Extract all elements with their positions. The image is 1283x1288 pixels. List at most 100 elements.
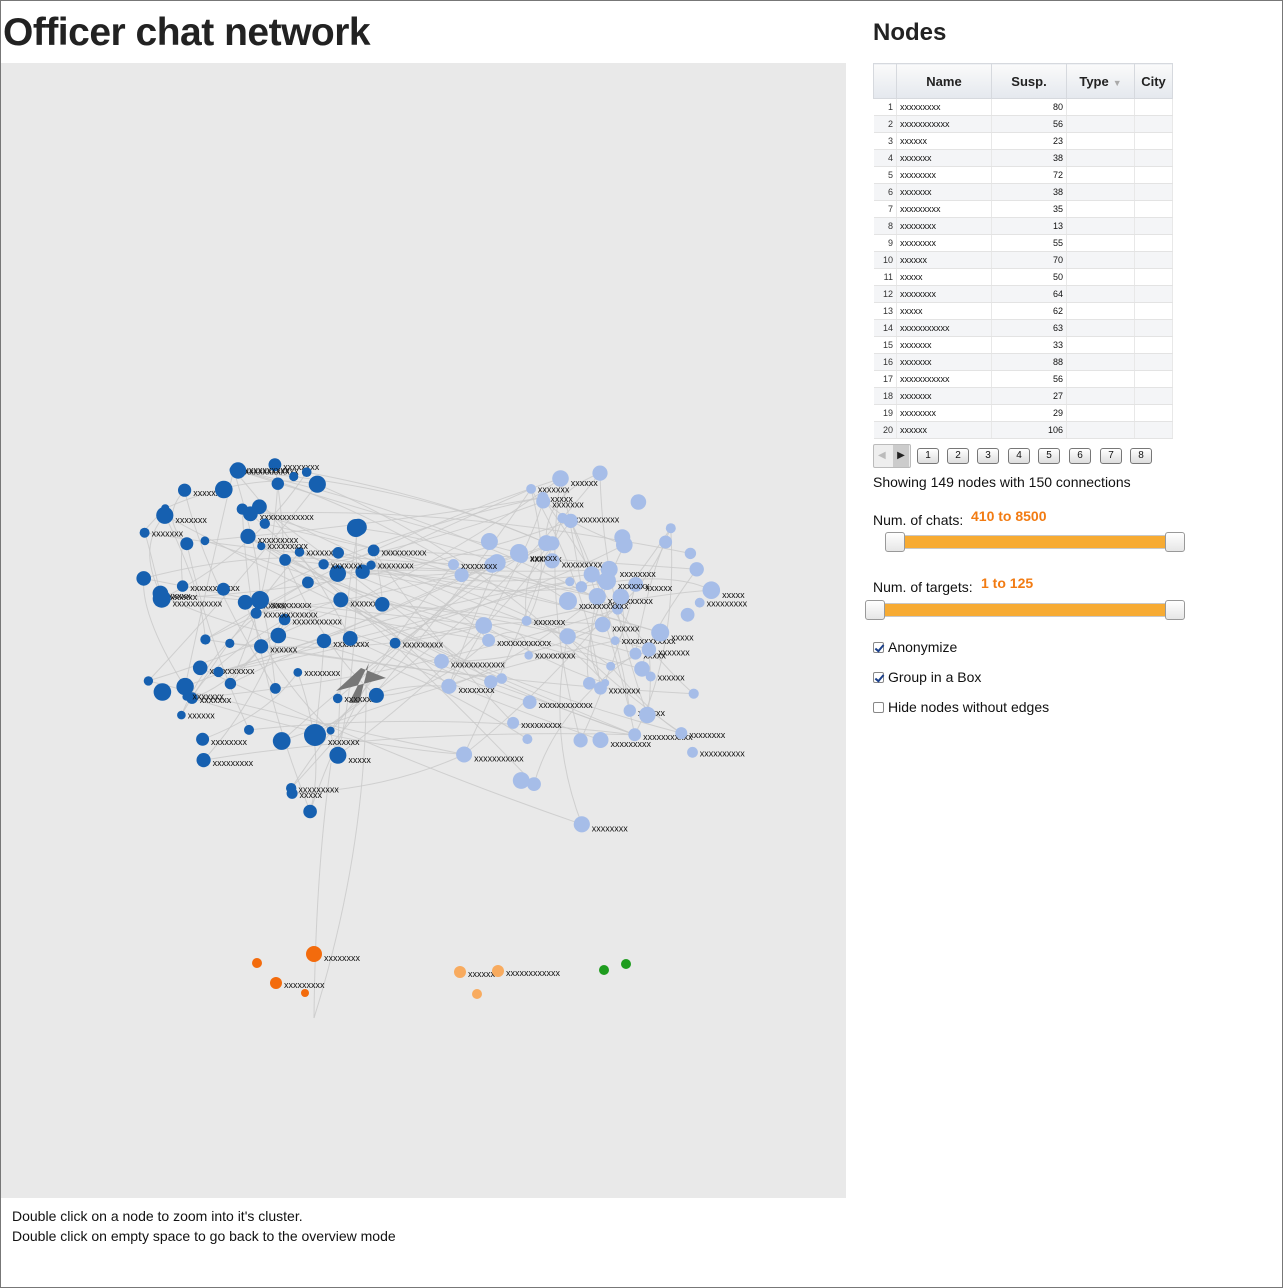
graph-node[interactable] bbox=[482, 633, 496, 647]
graph-node[interactable] bbox=[213, 666, 224, 678]
graph-node[interactable] bbox=[573, 816, 590, 833]
graph-node[interactable] bbox=[537, 491, 549, 503]
graph-node[interactable] bbox=[689, 562, 704, 577]
graph-node[interactable] bbox=[507, 716, 520, 729]
graph-node[interactable] bbox=[156, 506, 174, 524]
graph-node[interactable] bbox=[342, 631, 358, 646]
graph-node[interactable] bbox=[563, 513, 578, 528]
chats-range-slider[interactable] bbox=[873, 531, 1185, 553]
graph-node[interactable] bbox=[251, 591, 269, 609]
anonymize-option[interactable]: Anonymize bbox=[873, 639, 957, 655]
graph-node[interactable] bbox=[612, 588, 629, 605]
graph-node[interactable] bbox=[279, 554, 291, 566]
graph-node[interactable] bbox=[522, 695, 537, 709]
table-row[interactable]: 7 xxxxxxxxx 35 bbox=[873, 200, 1173, 218]
network-graph-svg[interactable]: xxxxxxxxxxxxxxxxxxxxxxxxxxxxxxxxxxxxxxxx… bbox=[1, 63, 846, 1198]
graph-node[interactable] bbox=[454, 966, 466, 978]
graph-node[interactable] bbox=[176, 580, 189, 592]
targets-range-slider[interactable] bbox=[865, 599, 1185, 621]
graph-node[interactable] bbox=[308, 475, 326, 493]
graph-node[interactable] bbox=[272, 732, 291, 750]
table-row[interactable]: 15 xxxxxxx 33 bbox=[873, 336, 1173, 354]
table-row[interactable]: 3 xxxxxx 23 bbox=[873, 132, 1173, 150]
graph-node[interactable] bbox=[496, 673, 508, 684]
graph-node[interactable] bbox=[621, 959, 631, 969]
graph-node[interactable] bbox=[254, 639, 269, 654]
graph-node[interactable] bbox=[176, 677, 194, 696]
graph-node[interactable] bbox=[565, 577, 575, 587]
graph-node[interactable] bbox=[641, 642, 657, 657]
hide-nodes-option[interactable]: Hide nodes without edges bbox=[873, 699, 1049, 715]
graph-node[interactable] bbox=[687, 746, 698, 758]
graph-node[interactable] bbox=[592, 732, 609, 748]
graph-node[interactable] bbox=[441, 678, 457, 694]
graph-node[interactable] bbox=[318, 559, 329, 570]
graph-node[interactable] bbox=[355, 564, 370, 579]
graph-node[interactable] bbox=[152, 589, 171, 608]
table-row[interactable]: 1 xxxxxxxxx 80 bbox=[873, 98, 1173, 116]
graph-node[interactable] bbox=[526, 484, 536, 494]
graph-node[interactable] bbox=[623, 704, 636, 717]
graph-node[interactable] bbox=[301, 467, 312, 478]
graph-node[interactable] bbox=[448, 559, 459, 570]
hide-nodes-checkbox[interactable] bbox=[873, 701, 884, 713]
graph-node[interactable] bbox=[527, 777, 541, 791]
graph-node[interactable] bbox=[583, 566, 600, 583]
graph-node[interactable] bbox=[374, 597, 390, 612]
graph-node[interactable] bbox=[306, 946, 322, 962]
table-row[interactable]: 13 xxxxx 62 bbox=[873, 302, 1173, 320]
graph-node[interactable] bbox=[680, 607, 695, 622]
graph-node[interactable] bbox=[639, 706, 656, 724]
graph-node[interactable] bbox=[545, 536, 560, 551]
page-button-6[interactable]: 6 bbox=[1069, 448, 1091, 464]
graph-node[interactable] bbox=[606, 661, 616, 671]
table-row[interactable]: 17 xxxxxxxxxxx 56 bbox=[873, 370, 1173, 388]
graph-node[interactable] bbox=[289, 471, 299, 482]
graph-node[interactable] bbox=[651, 623, 670, 642]
graph-node[interactable] bbox=[196, 732, 210, 746]
targets-slider-max-handle[interactable] bbox=[1165, 600, 1185, 620]
table-row[interactable]: 12 xxxxxxxx 64 bbox=[873, 285, 1173, 303]
group-in-box-option[interactable]: Group in a Box bbox=[873, 669, 981, 685]
graph-node[interactable] bbox=[522, 734, 533, 745]
graph-node[interactable] bbox=[594, 616, 611, 633]
graph-node[interactable] bbox=[454, 567, 469, 583]
page-button-4[interactable]: 4 bbox=[1008, 448, 1030, 464]
table-row[interactable]: 19 xxxxxxxx 29 bbox=[873, 404, 1173, 422]
graph-node[interactable] bbox=[333, 592, 349, 608]
table-row[interactable]: 10 xxxxxx 70 bbox=[873, 251, 1173, 269]
graph-node[interactable] bbox=[634, 661, 650, 677]
graph-node[interactable] bbox=[492, 965, 504, 977]
graph-node[interactable] bbox=[278, 613, 291, 626]
graph-node[interactable] bbox=[475, 617, 493, 634]
graph-node[interactable] bbox=[645, 671, 656, 682]
graph-node[interactable] bbox=[271, 477, 284, 490]
graph-node[interactable] bbox=[614, 529, 631, 546]
chats-slider-min-handle[interactable] bbox=[885, 532, 905, 552]
graph-node[interactable] bbox=[243, 506, 258, 522]
graph-node[interactable] bbox=[521, 615, 532, 626]
graph-node[interactable] bbox=[484, 557, 500, 573]
graph-node[interactable] bbox=[294, 547, 305, 557]
next-page-icon[interactable]: ▶ bbox=[893, 445, 909, 467]
graph-node[interactable] bbox=[316, 633, 332, 649]
graph-node[interactable] bbox=[216, 582, 230, 596]
graph-node[interactable] bbox=[368, 687, 384, 703]
graph-node[interactable] bbox=[583, 677, 596, 690]
graph-node[interactable] bbox=[237, 594, 253, 610]
targets-slider-min-handle[interactable] bbox=[865, 600, 885, 620]
graph-node[interactable] bbox=[303, 804, 317, 819]
column-header-city[interactable]: City bbox=[1134, 63, 1173, 99]
table-row[interactable]: 4 xxxxxxx 38 bbox=[873, 149, 1173, 167]
graph-node[interactable] bbox=[200, 536, 210, 546]
graph-node[interactable] bbox=[456, 746, 473, 763]
graph-node[interactable] bbox=[628, 577, 644, 592]
chats-slider-max-handle[interactable] bbox=[1165, 532, 1185, 552]
graph-node[interactable] bbox=[200, 634, 211, 645]
table-row[interactable]: 18 xxxxxxx 27 bbox=[873, 387, 1173, 405]
graph-node[interactable] bbox=[573, 733, 588, 748]
graph-node[interactable] bbox=[610, 636, 620, 646]
group-in-box-checkbox[interactable] bbox=[873, 671, 884, 683]
graph-node[interactable] bbox=[588, 588, 606, 606]
graph-node[interactable] bbox=[366, 560, 376, 570]
